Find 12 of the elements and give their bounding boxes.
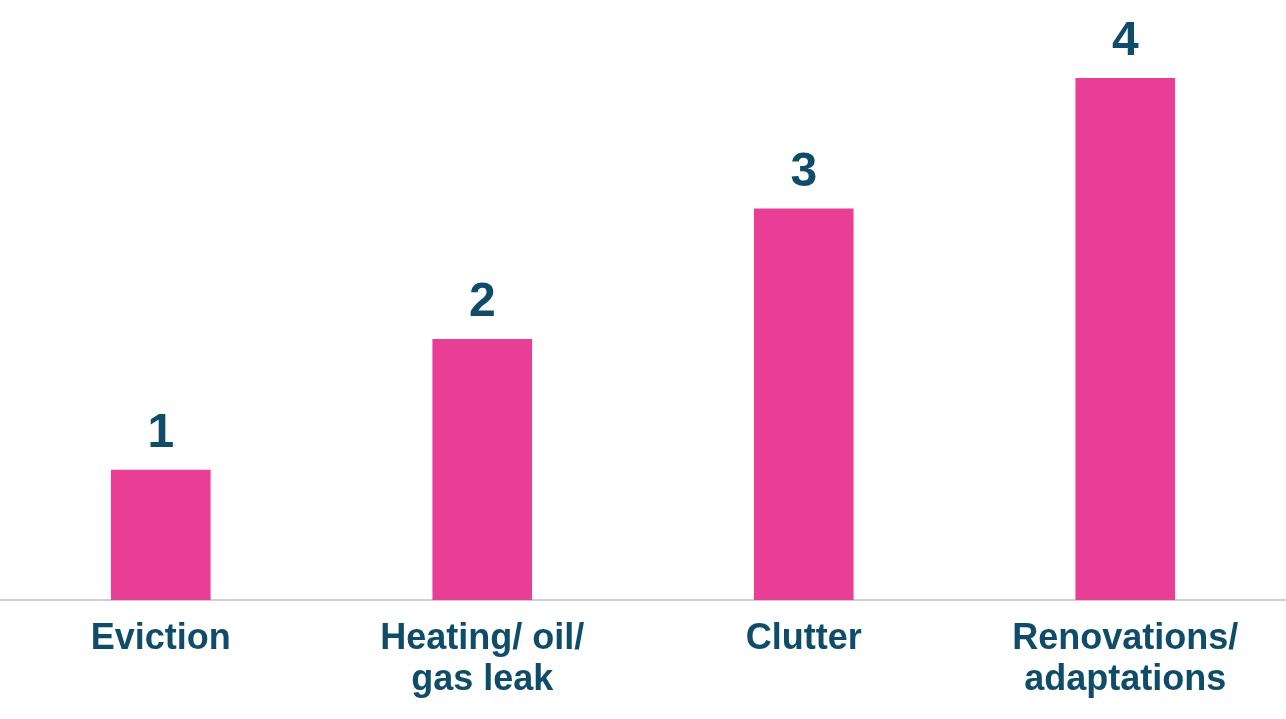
bar [110,469,211,601]
x-tick-label: Eviction [90,615,231,657]
data-label: 1 [147,403,175,457]
bar [1075,78,1176,601]
bar [753,208,854,601]
data-label: 4 [1111,12,1139,66]
bar [432,339,533,601]
x-tick-label: Clutter [745,615,862,657]
x-tick-label: Heating/ oil/ gas leak [380,615,585,699]
data-label: 3 [790,142,818,196]
data-label: 2 [468,273,496,327]
x-tick-label: Renovations/ adaptations [1012,615,1239,699]
